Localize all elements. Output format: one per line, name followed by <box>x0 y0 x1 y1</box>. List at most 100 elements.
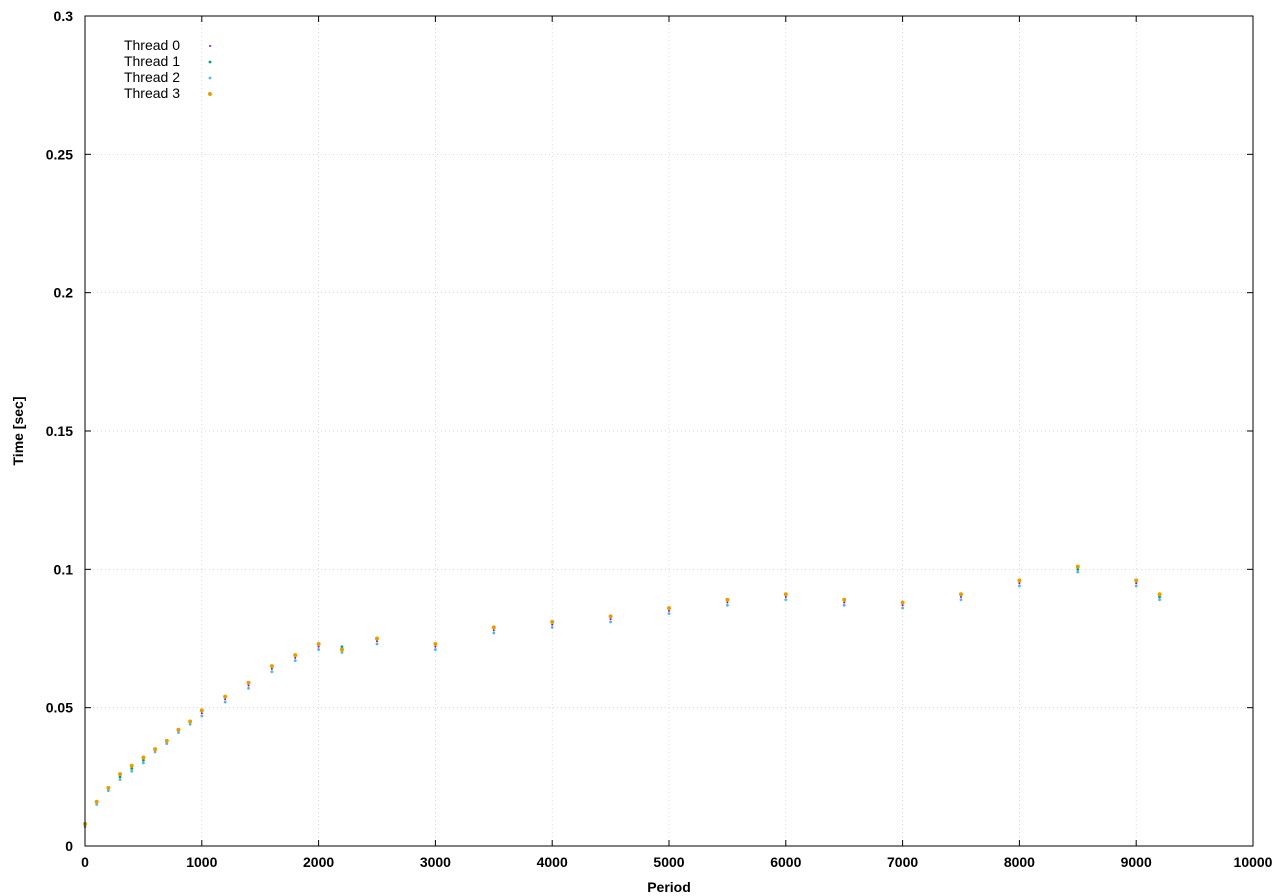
data-point <box>959 598 963 602</box>
series-3-points <box>83 564 1162 826</box>
data-point <box>317 648 320 651</box>
data-point <box>153 750 157 754</box>
data-point <box>199 708 204 713</box>
x-tick-label: 10000 <box>1234 854 1273 870</box>
x-tick-label: 0 <box>81 854 89 870</box>
x-tick-label: 7000 <box>887 854 918 870</box>
data-point <box>94 799 99 804</box>
data-point <box>269 664 274 669</box>
data-point <box>609 618 612 621</box>
data-point <box>901 604 904 607</box>
data-point <box>164 738 169 743</box>
data-point <box>375 642 379 646</box>
data-point <box>177 731 180 734</box>
data-point <box>960 596 962 598</box>
data-point <box>200 712 203 715</box>
data-point <box>293 659 297 663</box>
data-point <box>153 747 158 752</box>
data-point <box>667 612 671 615</box>
data-point <box>176 727 181 732</box>
data-point <box>901 606 904 610</box>
data-point <box>668 609 670 612</box>
data-point <box>340 650 344 654</box>
data-point <box>433 642 438 647</box>
data-point <box>95 803 99 806</box>
y-tick-labels: 0 0.05 0.1 0.15 0.2 0.25 0.3 <box>46 8 73 854</box>
data-point <box>141 755 146 760</box>
data-point <box>129 763 134 768</box>
data-point <box>247 686 250 690</box>
x-tick-label: 5000 <box>653 854 684 870</box>
y-tick-label: 0.05 <box>46 700 73 716</box>
axis-ticks <box>84 15 1254 847</box>
data-point <box>784 598 788 602</box>
data-point <box>492 629 495 632</box>
y-tick-label: 0.2 <box>54 285 74 301</box>
data-point <box>130 767 134 770</box>
data-point <box>1135 582 1138 585</box>
legend-marker <box>208 92 212 96</box>
data-point <box>551 623 554 626</box>
grid <box>85 16 1253 846</box>
x-tick-label: 3000 <box>420 854 451 870</box>
data-point <box>118 775 122 779</box>
data-point <box>118 772 123 777</box>
data-point <box>1158 595 1161 599</box>
data-point <box>130 769 134 773</box>
data-point <box>223 700 227 704</box>
data-point <box>142 761 145 765</box>
data-point <box>246 680 251 685</box>
y-tick-label: 0.3 <box>54 8 74 24</box>
data-point <box>783 592 788 597</box>
data-point <box>339 647 344 652</box>
y-tick-label: 0.1 <box>54 561 74 577</box>
data-points <box>83 564 1162 829</box>
data-point <box>200 714 204 718</box>
data-point <box>293 653 298 658</box>
x-tick-label: 8000 <box>1004 854 1035 870</box>
data-point <box>784 596 787 598</box>
data-point <box>842 603 846 607</box>
data-point <box>375 636 379 641</box>
data-point <box>1076 570 1080 574</box>
series-2-points <box>83 570 1161 829</box>
data-point <box>106 785 111 790</box>
y-axis-title: Time [sec] <box>10 397 26 466</box>
x-axis-title: Period <box>647 879 691 895</box>
data-point <box>376 640 378 643</box>
data-point <box>609 620 612 624</box>
data-point <box>1134 584 1138 588</box>
data-point <box>247 684 250 687</box>
data-point <box>491 625 496 630</box>
data-point <box>118 778 122 781</box>
data-point <box>900 600 905 605</box>
data-point <box>434 645 437 648</box>
data-point <box>1018 582 1021 585</box>
data-point <box>434 648 437 651</box>
data-point <box>188 722 192 726</box>
data-point <box>1017 578 1022 583</box>
x-tick-labels: 0 1000 2000 3000 4000 5000 6000 7000 8000 9000 100… <box>81 854 1273 870</box>
y-tick-label: 0.25 <box>46 146 73 162</box>
data-point <box>1157 592 1162 597</box>
x-tick-label: 6000 <box>770 854 801 870</box>
x-tick-label: 4000 <box>537 854 568 870</box>
data-point <box>959 592 963 597</box>
data-point <box>842 597 847 602</box>
x-tick-label: 1000 <box>186 854 217 870</box>
legend-label: Thread 1 <box>124 53 180 69</box>
data-point <box>224 698 227 701</box>
data-point <box>270 667 273 670</box>
data-point <box>188 719 193 724</box>
data-point <box>725 597 730 602</box>
y-tick-label: 0.15 <box>46 423 73 439</box>
data-point <box>106 789 110 793</box>
data-point <box>165 742 169 746</box>
legend-label: Thread 0 <box>124 37 180 53</box>
series-1-points <box>83 567 1161 826</box>
data-point <box>270 670 274 674</box>
legend-label: Thread 3 <box>124 85 180 101</box>
legend-label: Thread 2 <box>124 69 180 85</box>
legend-marker <box>208 76 212 80</box>
